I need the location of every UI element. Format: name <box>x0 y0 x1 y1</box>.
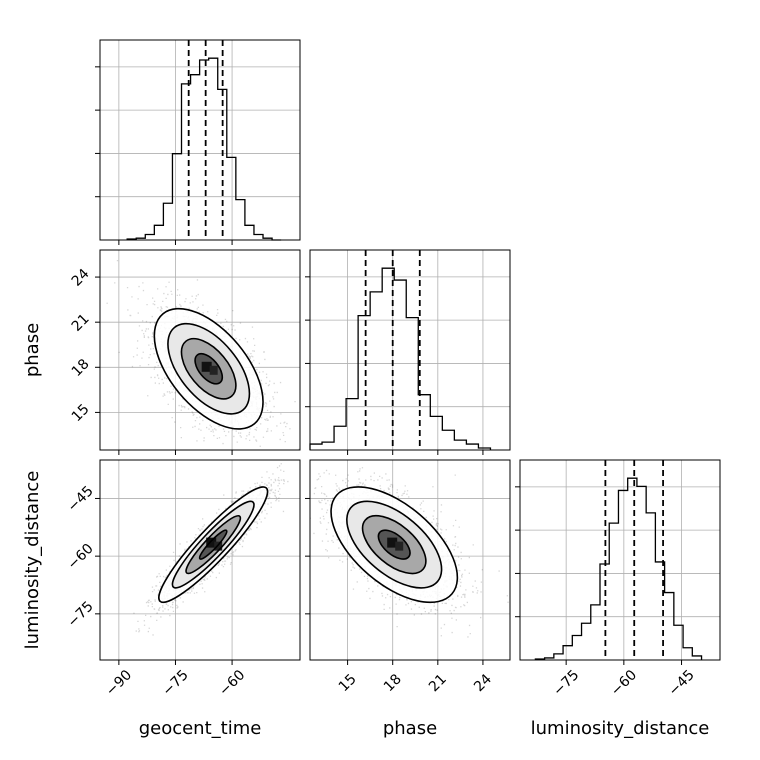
panel-hist-phase <box>305 249 511 455</box>
density-peak <box>387 537 398 548</box>
panel-bg <box>310 250 510 450</box>
histogram-step-phase <box>309 267 492 450</box>
ylabel-phase: phase <box>22 323 43 377</box>
contour-level-2 <box>180 337 237 400</box>
xlabel-geocent-time: geocent_time <box>139 718 262 739</box>
contour-level-2 <box>361 514 427 575</box>
panel-frame <box>99 39 301 241</box>
x-tick-label: −75 <box>160 667 192 699</box>
panel-scatter-luminosity-distance-vs-phase: 15 18 21 24 <box>305 459 511 695</box>
density-peak <box>201 361 212 372</box>
x-tick-label: 21 <box>426 671 450 695</box>
x-tick-label: −90 <box>103 667 135 699</box>
panel-frame <box>309 249 511 451</box>
contour-level-1 <box>194 352 224 385</box>
x-tick-label: 15 <box>336 671 360 695</box>
contour-level-4 <box>158 486 269 604</box>
density-peak <box>206 537 217 548</box>
panel-frame <box>309 459 511 661</box>
density-peak-2 <box>209 365 218 375</box>
panel-frame <box>519 459 721 661</box>
x-tick-label: −45 <box>666 667 698 699</box>
panel-bg <box>520 460 720 660</box>
histogram-step-luminosity-distance <box>534 477 703 660</box>
panel-hist-geocent-time <box>95 39 301 245</box>
contour-level-4 <box>153 307 264 430</box>
y-tick-label: −60 <box>65 541 97 573</box>
y-tick-label: 15 <box>69 401 93 425</box>
density-peak-2 <box>395 541 404 551</box>
x-tick-label: −60 <box>608 667 640 699</box>
xlabel-phase: phase <box>383 718 437 739</box>
panel-frame <box>99 459 301 661</box>
contour-level-1 <box>198 529 228 560</box>
x-tick-label: −60 <box>216 667 248 699</box>
x-tick-label: 24 <box>471 671 495 695</box>
contour-level-4 <box>330 486 459 604</box>
ylabel-luminosity-distance: luminosity_distance <box>22 471 43 650</box>
x-tick-label: 18 <box>381 671 405 695</box>
contour-level-2 <box>185 514 242 575</box>
histogram-step-geocent-time <box>126 57 282 241</box>
panel-frame <box>99 249 301 451</box>
y-tick-label: −75 <box>65 598 97 630</box>
y-tick-label: 24 <box>69 266 93 290</box>
y-tick-label: 21 <box>69 311 93 335</box>
x-tick-label: −75 <box>550 667 582 699</box>
y-tick-label: 18 <box>69 356 93 380</box>
xlabel-luminosity-distance: luminosity_distance <box>531 718 710 739</box>
contour-level-1 <box>377 529 411 560</box>
y-tick-label: −45 <box>65 483 97 515</box>
contour-level-3 <box>167 322 251 415</box>
panel-scatter-phase-vs-geocent-time: 15 18 21 24 <box>69 249 301 455</box>
contour-level-3 <box>346 500 443 589</box>
panel-scatter-luminosity-distance-vs-geocent-time: −90 −75 −60 −75 −60 −45 <box>65 459 301 699</box>
panel-hist-luminosity-distance: −75 −60 −45 <box>515 459 721 699</box>
contour-level-3 <box>171 500 255 589</box>
